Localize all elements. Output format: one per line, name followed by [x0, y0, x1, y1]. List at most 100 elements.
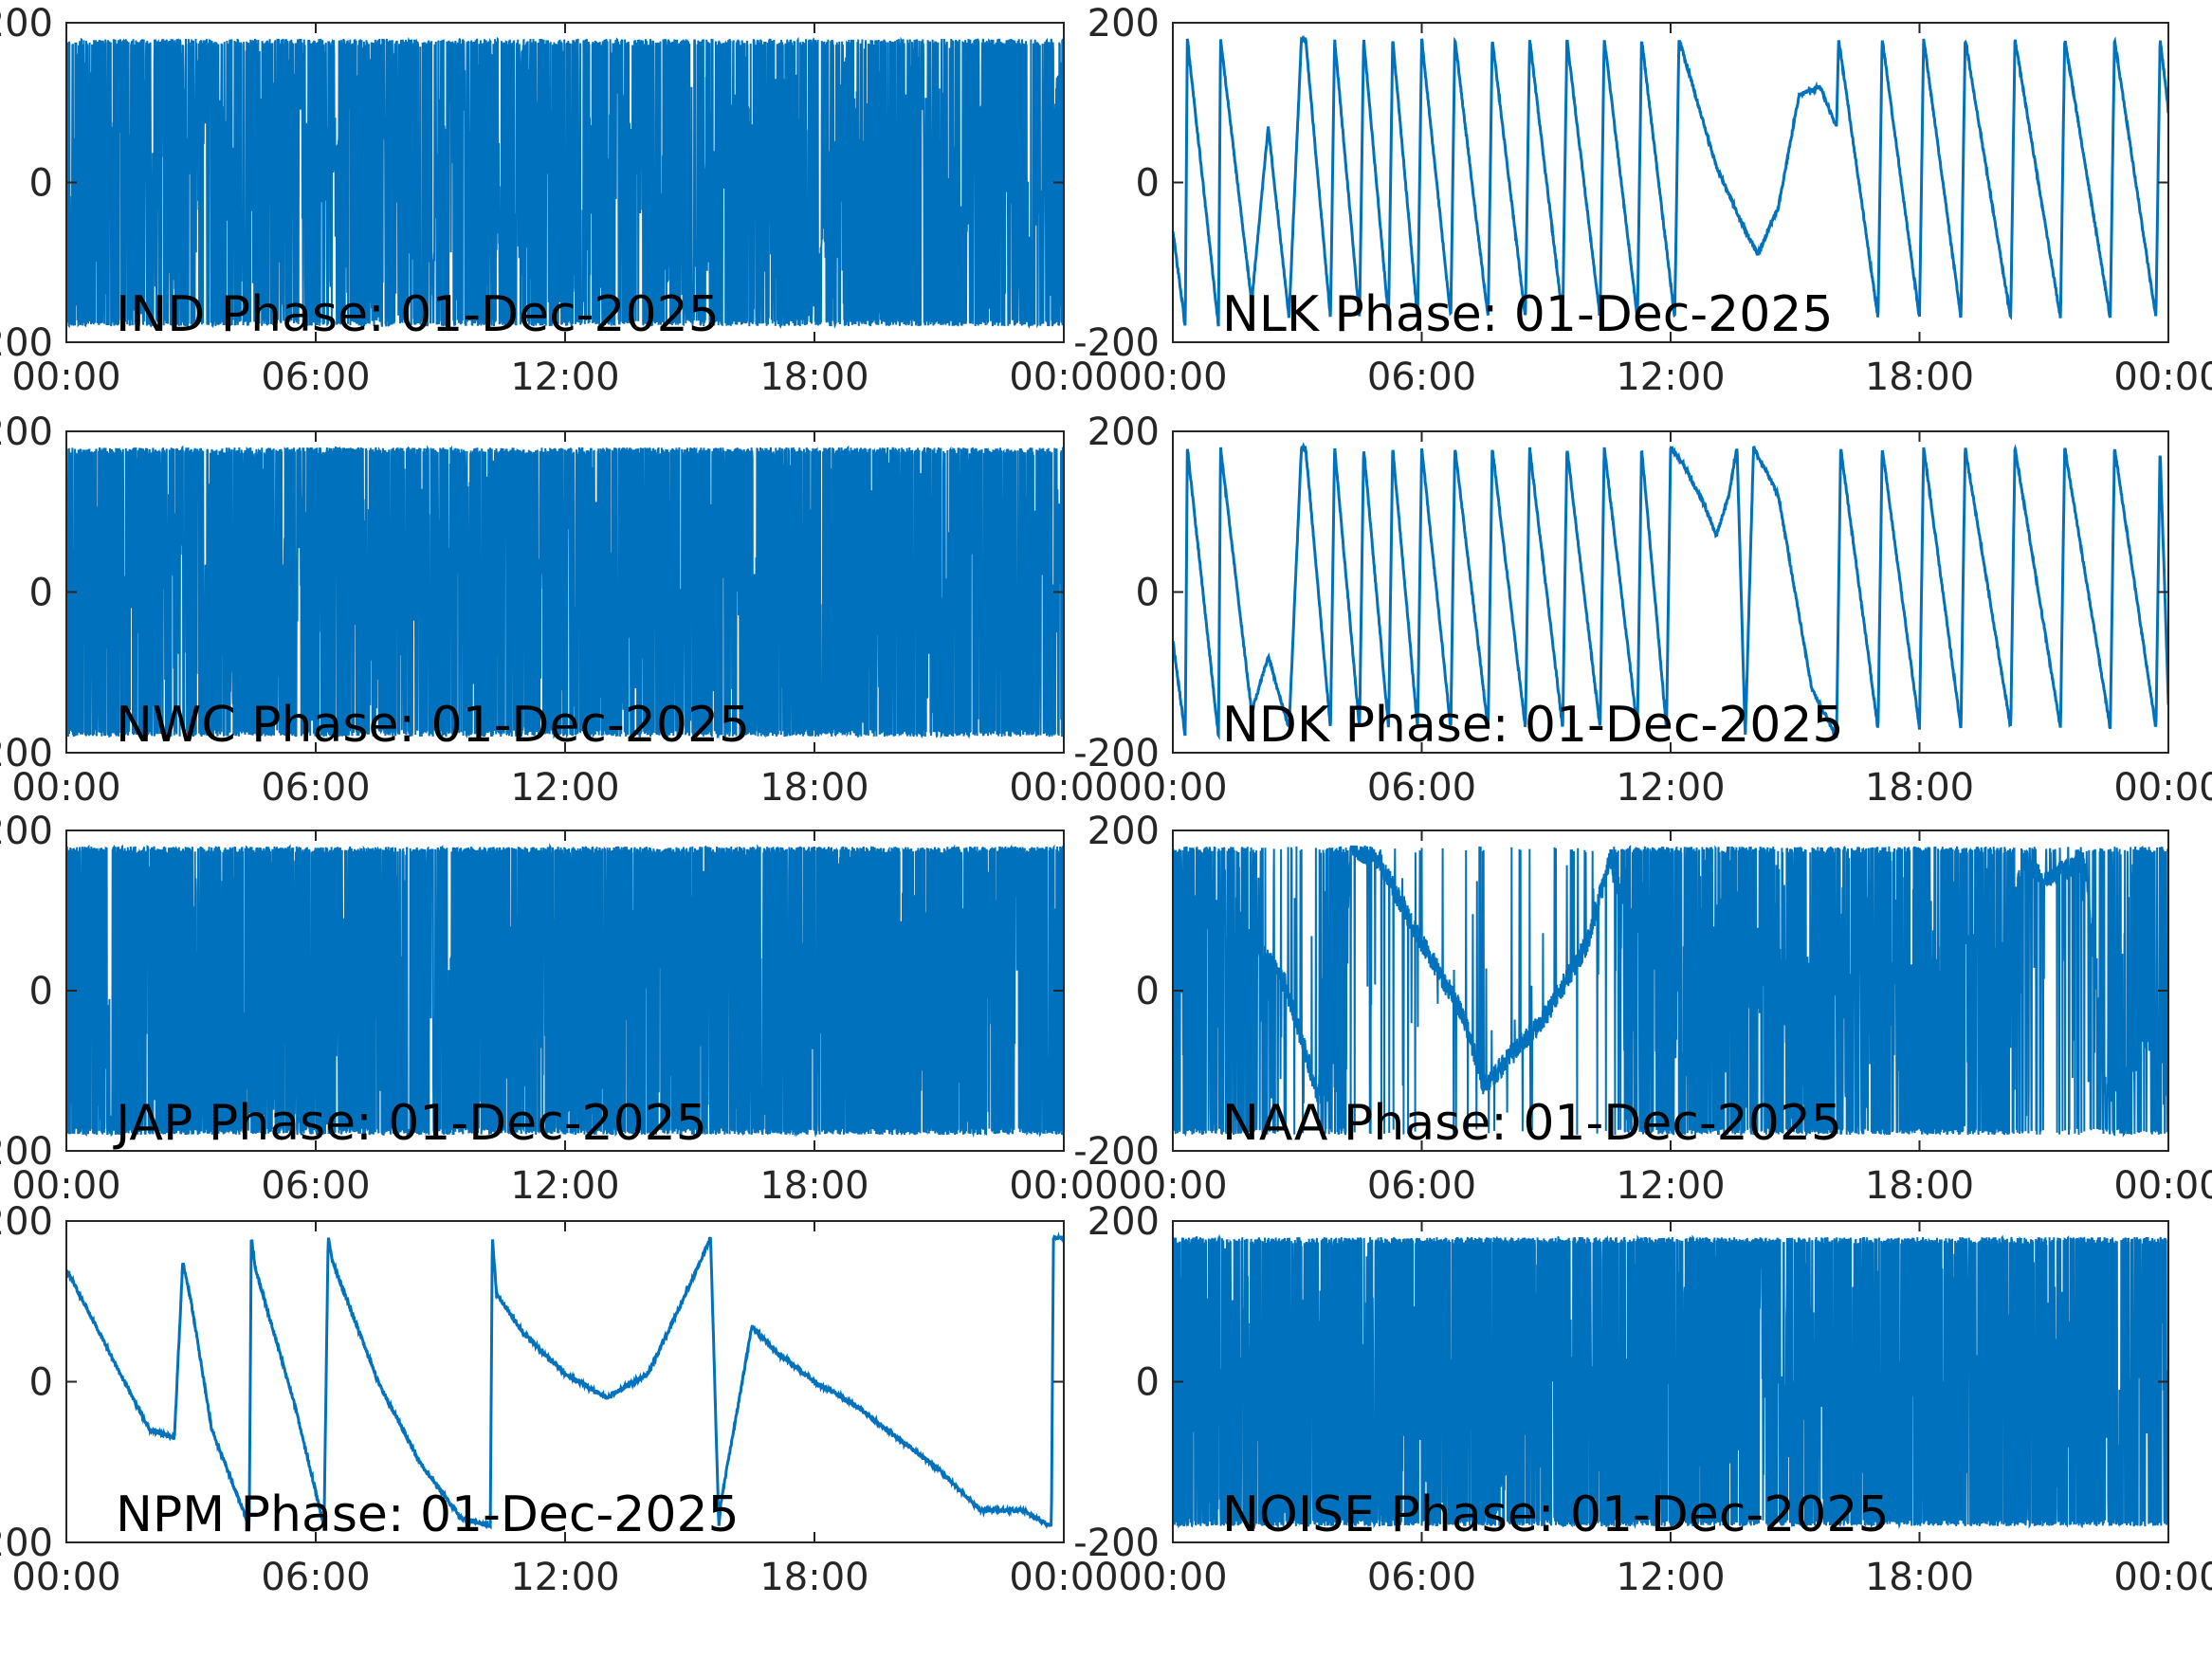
panel-title: NWC Phase: 01-Dec-2025: [116, 697, 750, 754]
y-tick-label: -200: [0, 321, 53, 365]
x-tick-label: 00:00: [1009, 766, 1118, 810]
plot-area: [1173, 845, 2168, 1138]
y-tick-label: 200: [0, 2, 53, 46]
y-tick-label: -200: [0, 732, 53, 775]
x-tick-label: 00:00: [1009, 1556, 1118, 1599]
series-line: [66, 1231, 1064, 1530]
x-tick-label: 00:00: [1118, 1556, 1227, 1599]
panel-title: NAA Phase: 01-Dec-2025: [1222, 1095, 1842, 1152]
x-tick-label: 00:00: [1009, 1164, 1118, 1208]
x-tick-label: 12:00: [510, 1556, 619, 1599]
y-tick-label: -200: [1073, 732, 1160, 775]
x-tick-label: 18:00: [759, 356, 868, 399]
y-tick-label: -200: [1073, 1130, 1160, 1174]
x-tick-label: 00:00: [11, 356, 120, 399]
x-tick-label: 00:00: [11, 766, 120, 810]
x-tick-label: 06:00: [1367, 1556, 1476, 1599]
y-tick-label: -200: [0, 1522, 53, 1565]
panel-nwc: 200 0 -200 00:00 06:00 12:00 18:00 00:00…: [0, 410, 1119, 810]
panel-naa: 200 0 -200 00:00 06:00 12:00 18:00 00:00…: [1073, 810, 2212, 1208]
plot-area: [66, 843, 1064, 1139]
x-tick-label: 06:00: [1367, 356, 1476, 399]
x-tick-label: 18:00: [1865, 356, 1974, 399]
x-tick-label: 06:00: [261, 1164, 370, 1208]
series-line: [66, 843, 1064, 1139]
y-tick-label: 200: [1088, 410, 1160, 454]
x-tick-label: 00:00: [1118, 1164, 1227, 1208]
tick-marks: [1172, 1220, 2169, 1543]
panel-title: NLK Phase: 01-Dec-2025: [1222, 286, 1833, 343]
y-tick-label: 200: [0, 410, 53, 454]
x-tick-label: 18:00: [1865, 1164, 1974, 1208]
plot-area: [1173, 442, 2168, 741]
tick-marks: [1172, 830, 2169, 1152]
y-tick-label: 0: [1136, 970, 1160, 1013]
y-tick-label: 0: [29, 970, 53, 1013]
x-tick-label: 12:00: [1616, 1164, 1725, 1208]
panel-title: NDK Phase: 01-Dec-2025: [1222, 697, 1844, 754]
x-tick-label: 18:00: [759, 1164, 868, 1208]
series-line: [1173, 442, 2168, 741]
y-tick-label: 0: [1136, 1361, 1160, 1405]
y-tick-label: 0: [29, 162, 53, 206]
plot-area: [66, 445, 1064, 740]
y-tick-label: 200: [0, 810, 53, 853]
x-tick-label: 00:00: [2113, 1556, 2212, 1599]
x-tick-label: 00:00: [11, 1164, 120, 1208]
y-tick-label: -200: [1073, 1522, 1160, 1565]
tick-marks: [65, 430, 1065, 754]
x-tick-label: 06:00: [261, 1556, 370, 1599]
x-tick-label: 12:00: [1616, 766, 1725, 810]
series-line: [66, 445, 1064, 740]
x-tick-label: 00:00: [1118, 766, 1227, 810]
panel-jap: 200 0 -200 00:00 06:00 12:00 18:00 00:00…: [0, 810, 1119, 1208]
tick-marks: [65, 22, 1065, 343]
tick-marks: [1172, 22, 2169, 343]
x-tick-label: 12:00: [1616, 356, 1725, 399]
plot-area: [1173, 34, 2168, 327]
plot-area: [1173, 1233, 2168, 1530]
x-tick-label: 12:00: [510, 356, 619, 399]
panel-ind: 200 0 -200 00:00 06:00 12:00 18:00 00:00…: [0, 2, 1119, 399]
x-tick-label: 06:00: [1367, 766, 1476, 810]
x-tick-label: 12:00: [510, 1164, 619, 1208]
x-tick-label: 18:00: [1865, 1556, 1974, 1599]
tick-marks: [65, 1220, 1065, 1543]
x-tick-label: 18:00: [759, 766, 868, 810]
panel-npm: 200 0 -200 00:00 06:00 12:00 18:00 00:00…: [0, 1200, 1119, 1599]
tick-marks: [1172, 430, 2169, 754]
x-tick-label: 00:00: [11, 1556, 120, 1599]
y-tick-label: 200: [0, 1200, 53, 1244]
y-tick-label: 0: [29, 572, 53, 615]
panel-noise: 200 0 -200 00:00 06:00 12:00 18:00 00:00…: [1073, 1200, 2212, 1599]
series-line: [1173, 34, 2168, 327]
panel-nlk: 200 0 -200 00:00 06:00 12:00 18:00 00:00…: [1073, 2, 2212, 399]
x-tick-label: 06:00: [261, 356, 370, 399]
x-tick-label: 18:00: [1865, 766, 1974, 810]
y-tick-label: 200: [1088, 2, 1160, 46]
x-tick-label: 06:00: [261, 766, 370, 810]
panel-title: IND Phase: 01-Dec-2025: [116, 286, 720, 343]
y-tick-label: 0: [29, 1361, 53, 1405]
y-tick-label: 0: [1136, 162, 1160, 206]
x-tick-label: 00:00: [2113, 1164, 2212, 1208]
x-tick-label: 06:00: [1367, 1164, 1476, 1208]
y-tick-label: -200: [0, 1130, 53, 1174]
panel-title: NOISE Phase: 01-Dec-2025: [1222, 1486, 1890, 1543]
x-tick-label: 00:00: [1009, 356, 1118, 399]
series-line: [66, 36, 1064, 330]
panel-title: NPM Phase: 01-Dec-2025: [116, 1486, 740, 1543]
series-line: [1173, 1233, 2168, 1530]
plot-area: [66, 1231, 1064, 1530]
series-line: [1173, 845, 2168, 1138]
tick-marks: [65, 830, 1065, 1152]
y-tick-label: 200: [1088, 1200, 1160, 1244]
x-tick-label: 00:00: [2113, 766, 2212, 810]
x-tick-label: 00:00: [1118, 356, 1227, 399]
x-tick-label: 18:00: [759, 1556, 868, 1599]
y-tick-label: 200: [1088, 810, 1160, 853]
x-tick-label: 00:00: [2113, 356, 2212, 399]
x-tick-label: 12:00: [1616, 1556, 1725, 1599]
x-tick-label: 12:00: [510, 766, 619, 810]
